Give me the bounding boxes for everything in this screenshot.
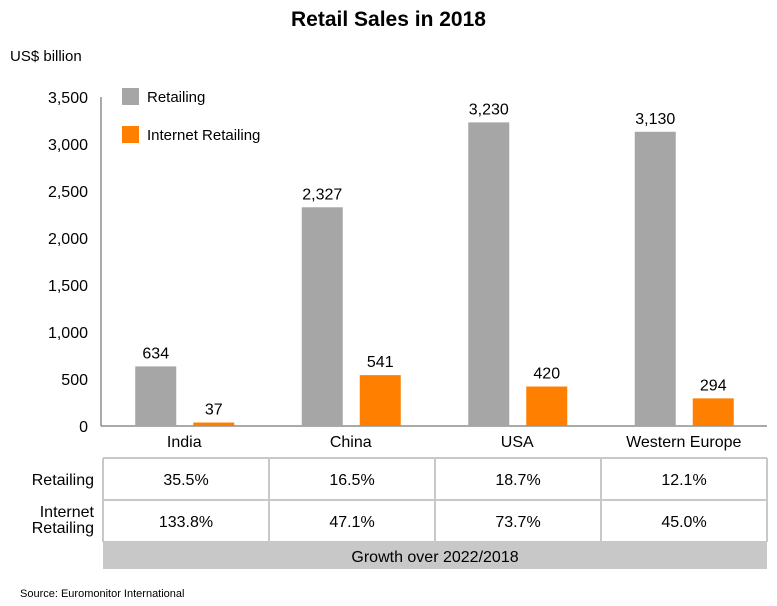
table-cell: 35.5% [163,472,208,489]
table-cell: 12.1% [661,472,706,489]
x-tick-label: Western Europe [626,434,741,451]
data-label: 37 [205,402,223,419]
bar-retailing [135,366,177,426]
x-tick-label: USA [501,434,534,451]
y-tick-label: 3,500 [48,90,88,107]
source-note: Source: Euromonitor International [20,588,185,600]
table-row-label: Retailing [32,472,94,489]
bar-retailing [468,122,510,426]
table-cell: 73.7% [495,514,540,531]
table-row-label: Retailing [32,520,94,537]
y-tick-label: 1,000 [48,325,88,342]
data-label: 294 [700,377,727,394]
bar-retailing [634,131,676,426]
data-label: 3,230 [469,101,509,118]
y-tick-label: 2,500 [48,184,88,201]
data-label: 420 [533,366,560,383]
y-tick-label: 2,000 [48,231,88,248]
bar-internet-retailing [526,386,568,426]
table-footer-band [103,542,767,569]
y-axis-label: US$ billion [10,48,82,65]
data-label: 3,130 [635,111,675,128]
y-tick-label: 1,500 [48,278,88,295]
bar-internet-retailing [359,375,401,426]
chart-title: Retail Sales in 2018 [291,8,486,31]
bar-retailing [301,207,343,426]
table-cell: 16.5% [329,472,374,489]
legend-swatch [122,126,139,143]
data-label: 541 [367,354,394,371]
x-tick-label: India [167,434,202,451]
legend-swatch [122,88,139,105]
table-row-label: Internet [40,504,95,521]
bar-internet-retailing [692,398,734,426]
data-label: 2,327 [302,186,342,203]
table-cell: 47.1% [329,514,374,531]
table-footer: Growth over 2022/2018 [351,549,518,566]
bar-internet-retailing [193,422,235,426]
y-tick-label: 3,000 [48,137,88,154]
x-tick-label: China [330,434,372,451]
legend-label: Internet Retailing [147,127,260,144]
table-cell: 45.0% [661,514,706,531]
table-cell: 18.7% [495,472,540,489]
table-cell: 133.8% [159,514,213,531]
data-label: 634 [142,345,169,362]
y-tick-label: 0 [79,419,88,436]
legend-label: Retailing [147,89,205,106]
y-tick-label: 500 [61,372,88,389]
